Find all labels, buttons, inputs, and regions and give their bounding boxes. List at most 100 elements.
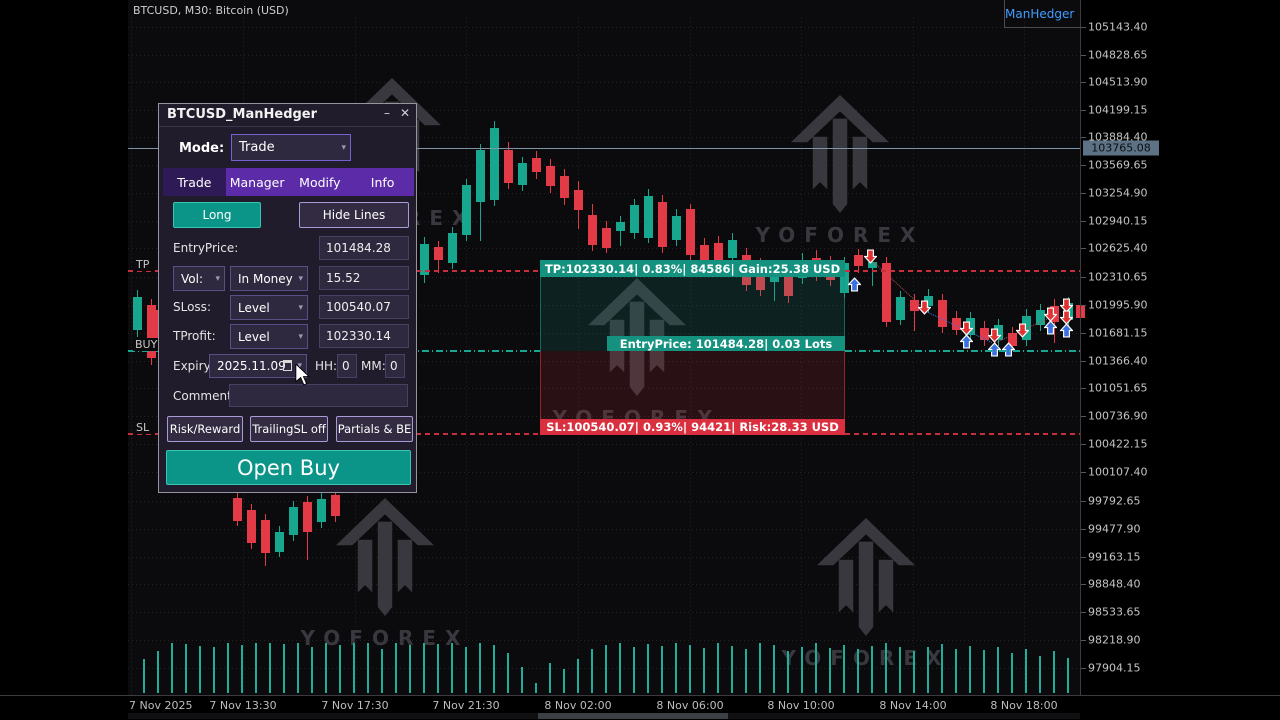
sl-zone[interactable] <box>540 351 845 419</box>
horizontal-scrollbar[interactable] <box>128 713 1080 719</box>
volume-bar <box>549 663 551 693</box>
entryprice-input[interactable]: 101484.28 <box>319 236 409 260</box>
comment-input[interactable] <box>229 384 408 407</box>
sloss-mode-value: Level <box>238 300 270 315</box>
brand-label: ManHedger <box>1005 6 1075 21</box>
volume-bar <box>675 643 677 693</box>
time-tick-label: 8 Nov 18:00 <box>990 699 1058 712</box>
volume-bar <box>185 644 187 693</box>
risk-reward-button[interactable]: Risk/Reward <box>167 416 243 442</box>
candle <box>1008 333 1017 346</box>
price-gridline <box>128 137 1080 138</box>
sloss-input[interactable]: 100540.07 <box>319 295 409 319</box>
price-gridline <box>128 248 1080 249</box>
volume-bar <box>283 644 285 693</box>
volume-bar <box>745 649 747 693</box>
candle <box>420 244 429 275</box>
long-button[interactable]: Long <box>173 202 261 228</box>
hide-lines-button[interactable]: Hide Lines <box>299 202 409 228</box>
panel-titlebar[interactable]: BTCUSD_ManHedger – ✕ <box>159 104 416 127</box>
tab-manager[interactable]: Manager <box>229 174 285 190</box>
price-axis[interactable]: 103765.08 105143.40 104828.65 104513.90 104… <box>1080 0 1280 695</box>
price-gridline <box>128 444 1080 445</box>
candle <box>658 202 667 247</box>
price-tick <box>1081 668 1086 669</box>
volume-bar <box>717 643 719 693</box>
time-gridline <box>578 18 579 695</box>
trailingsl-off-button[interactable]: TrailingSL off <box>250 416 328 442</box>
price-tick-label: 105143.40 <box>1088 20 1148 34</box>
tp-side-label: TP <box>134 258 152 271</box>
scrollbar-thumb[interactable] <box>538 713 728 719</box>
volume-bar <box>465 647 467 693</box>
sl-line-label[interactable]: SL:100540.07| 0.93%| 94421| Risk:28.33 U… <box>540 419 845 435</box>
mode-value: Trade <box>239 140 275 155</box>
candle <box>275 532 284 552</box>
volume-bar <box>955 649 957 693</box>
buy-marker-icon <box>1001 342 1016 357</box>
hh-input[interactable]: 0 <box>337 354 357 378</box>
price-gridline <box>128 416 1080 417</box>
vol-mode-dropdown[interactable]: In Money ▾ <box>230 266 308 291</box>
close-button[interactable]: ✕ <box>399 106 411 120</box>
time-gridline <box>466 18 467 695</box>
candle <box>896 297 905 320</box>
open-buy-button[interactable]: Open Buy <box>166 450 411 485</box>
volume-bar <box>143 659 145 693</box>
manhedger-brand[interactable]: ManHedger <box>1004 0 1082 28</box>
minimize-button[interactable]: – <box>384 106 390 120</box>
entry-line-label[interactable]: EntryPrice: 101484.28| 0.03 Lots <box>607 336 845 351</box>
mm-input[interactable]: 0 <box>385 354 405 378</box>
tprofit-mode-value: Level <box>238 329 270 344</box>
volume-bar <box>423 643 425 693</box>
chart-symbol-title: BTCUSD, M30: Bitcoin (USD) <box>133 4 289 17</box>
price-gridline <box>128 305 1080 306</box>
candle <box>546 166 555 186</box>
expiry-date-picker[interactable]: 2025.11.09 ▾ <box>209 354 307 378</box>
yoforex-watermark: YOFOREX <box>745 95 935 247</box>
volume-bar <box>479 643 481 693</box>
tp-line-label[interactable]: TP:102330.14| 0.83%| 84586| Gain:25.38 U… <box>540 260 845 277</box>
price-tick-label: 100107.40 <box>1088 465 1148 479</box>
time-axis[interactable]: 7 Nov 2025 7 Nov 13:30 7 Nov 17:30 7 Nov 21… <box>0 695 1280 714</box>
tab-modify[interactable]: Modify <box>299 174 341 190</box>
price-tick <box>1081 501 1086 502</box>
volume-bar <box>815 643 817 693</box>
hh-label: HH: <box>315 359 338 373</box>
candle <box>518 163 527 185</box>
price-tick-label: 101681.15 <box>1088 326 1148 340</box>
vol-label: Vol: <box>181 271 203 286</box>
price-gridline <box>128 668 1080 669</box>
partials-be-button[interactable]: Partials & BE <box>336 416 413 442</box>
price-tick-label: 103884.40 <box>1088 130 1148 144</box>
time-tick-label: 7 Nov 17:30 <box>321 699 389 712</box>
tprofit-input[interactable]: 102330.14 <box>319 324 409 348</box>
tab-info[interactable]: Info <box>370 174 395 190</box>
vol-dropdown[interactable]: Vol: ▾ <box>173 266 225 291</box>
tab-trade[interactable]: Trade <box>163 168 226 196</box>
tprofit-mode-dropdown[interactable]: Level ▾ <box>230 324 308 349</box>
price-tick-label: 102625.40 <box>1088 241 1148 255</box>
time-tick-label: 7 Nov 21:30 <box>432 699 500 712</box>
volume-bar <box>241 645 243 693</box>
volume-bar <box>997 647 999 693</box>
sell-marker-icon <box>959 321 974 336</box>
volume-bar <box>969 646 971 693</box>
candle <box>462 185 471 235</box>
volume-bar <box>899 647 901 693</box>
price-tick <box>1081 529 1086 530</box>
volume-bar <box>689 645 691 693</box>
time-tick-label: 8 Nov 14:00 <box>879 699 947 712</box>
candle <box>644 196 653 238</box>
chevron-down-icon: ▾ <box>341 142 346 153</box>
vol-input[interactable]: 15.52 <box>319 266 409 290</box>
candle <box>247 510 256 543</box>
volume-bar <box>1067 658 1069 693</box>
sloss-mode-dropdown[interactable]: Level ▾ <box>230 295 308 320</box>
mode-dropdown[interactable]: Trade ▾ <box>231 134 351 161</box>
sl-line-right <box>845 433 1080 435</box>
candle <box>588 215 597 245</box>
candle <box>331 495 340 516</box>
candle <box>910 300 919 311</box>
